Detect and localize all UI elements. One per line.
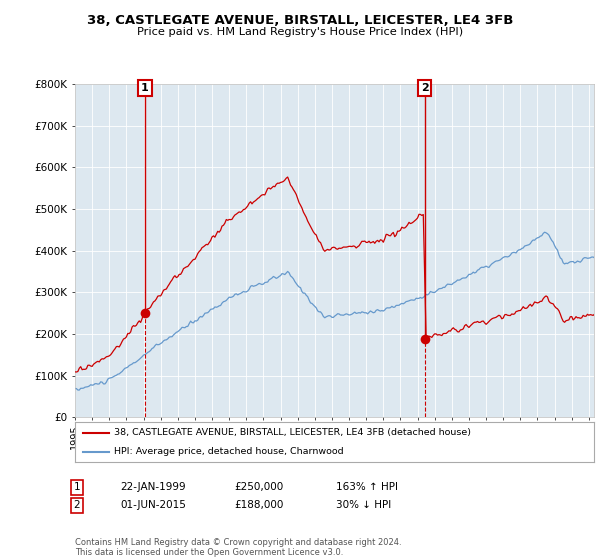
Text: 1: 1 xyxy=(73,482,80,492)
Text: 163% ↑ HPI: 163% ↑ HPI xyxy=(336,482,398,492)
Text: 2: 2 xyxy=(73,500,80,510)
Text: Price paid vs. HM Land Registry's House Price Index (HPI): Price paid vs. HM Land Registry's House … xyxy=(137,27,463,38)
Text: 1: 1 xyxy=(141,83,149,93)
Text: 01-JUN-2015: 01-JUN-2015 xyxy=(120,500,186,510)
Text: £250,000: £250,000 xyxy=(234,482,283,492)
Text: HPI: Average price, detached house, Charnwood: HPI: Average price, detached house, Char… xyxy=(114,447,344,456)
Text: Contains HM Land Registry data © Crown copyright and database right 2024.
This d: Contains HM Land Registry data © Crown c… xyxy=(75,538,401,557)
Text: 22-JAN-1999: 22-JAN-1999 xyxy=(120,482,185,492)
Text: 38, CASTLEGATE AVENUE, BIRSTALL, LEICESTER, LE4 3FB: 38, CASTLEGATE AVENUE, BIRSTALL, LEICEST… xyxy=(87,14,513,27)
Text: 30% ↓ HPI: 30% ↓ HPI xyxy=(336,500,391,510)
Text: 38, CASTLEGATE AVENUE, BIRSTALL, LEICESTER, LE4 3FB (detached house): 38, CASTLEGATE AVENUE, BIRSTALL, LEICEST… xyxy=(114,428,471,437)
Text: £188,000: £188,000 xyxy=(234,500,283,510)
Text: 2: 2 xyxy=(421,83,428,93)
